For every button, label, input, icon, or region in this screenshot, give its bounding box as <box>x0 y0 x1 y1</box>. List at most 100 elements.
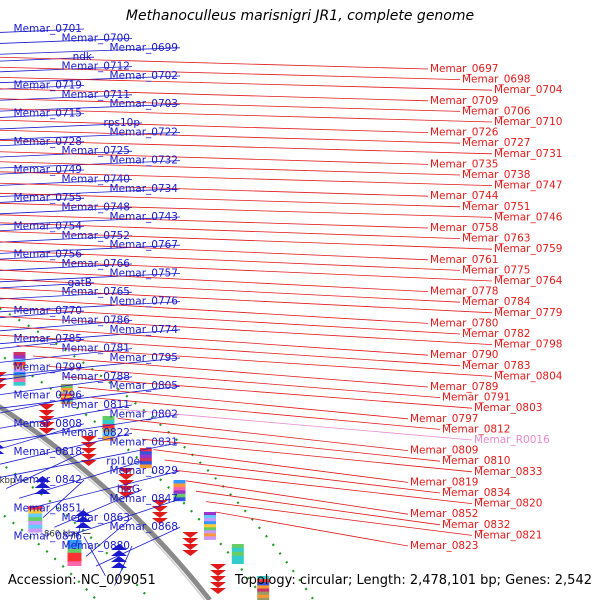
right-gene-label: Memar_0744 <box>430 190 499 202</box>
right-gene-label: Memar_0751 <box>462 201 530 213</box>
gene-block-segment <box>204 533 216 537</box>
left-leader-line <box>54 489 143 528</box>
left-leader-line <box>0 235 133 243</box>
left-gene-label: Memar_0712 <box>62 61 130 73</box>
gene-block-segment <box>60 393 73 397</box>
gene-block-segment <box>67 561 82 566</box>
right-gene-label: Memar_0810 <box>442 455 510 467</box>
gene-arrow <box>182 538 199 544</box>
right-gene-label: Memar_0821 <box>474 529 542 541</box>
left-gene-label: Memar_0740 <box>62 173 130 185</box>
right-gene-label: Memar_0775 <box>462 264 530 276</box>
left-gene-label: Memar_0788 <box>62 371 130 383</box>
right-leader-line <box>0 222 461 239</box>
left-leader-line <box>0 291 133 300</box>
gene-arrow <box>34 476 51 482</box>
left-gene-label: Memar_0851 <box>14 502 82 514</box>
topology-text: Topology: circular; Length: 2,478,101 bp… <box>234 573 592 588</box>
right-leader-line <box>0 76 493 91</box>
gene-block-segment <box>13 378 26 383</box>
left-gene-label: Memar_0863 <box>62 512 130 524</box>
left-gene-label: Memar_0719 <box>14 79 82 91</box>
left-leader-line <box>0 244 181 254</box>
left-leader-line <box>0 357 181 377</box>
right-gene-label: Memar_0833 <box>474 466 542 478</box>
gene-block-segment <box>257 579 270 583</box>
right-leader-line <box>0 250 461 271</box>
rna-gene-label: Memar_R0016 <box>474 434 550 446</box>
left-leader-line <box>0 320 133 332</box>
right-leader-line <box>130 428 441 462</box>
left-gene-label: Memar_0795 <box>110 352 178 364</box>
gene-arrow <box>151 506 168 512</box>
left-gene-label: Memar_0786 <box>62 314 131 326</box>
gene-arrow <box>38 416 55 422</box>
gene-block-segment <box>257 588 270 592</box>
gene-block-segment <box>13 362 26 366</box>
left-leader-line <box>0 47 181 55</box>
gene-block-segment <box>60 386 73 389</box>
left-gene-label: Memar_0699 <box>110 42 178 54</box>
gene-arrow <box>210 588 227 594</box>
right-gene-label: Memar_0789 <box>430 381 498 393</box>
gene-block-segment <box>204 518 216 522</box>
gene-arrow <box>0 444 5 448</box>
right-gene-label: Memar_0790 <box>430 349 498 361</box>
right-leader-line <box>185 480 409 515</box>
left-leader-line <box>114 545 133 586</box>
gene-block-segment <box>231 547 244 553</box>
right-gene-label: Memar_0797 <box>410 413 478 425</box>
left-leader-line <box>31 470 181 509</box>
left-leader-line <box>0 301 181 313</box>
left-leader-line <box>95 526 181 567</box>
left-leader-line <box>0 160 181 169</box>
gene-block-segment <box>139 454 152 459</box>
left-leader-line <box>0 132 181 140</box>
gene-block-segment <box>231 544 244 549</box>
gene-block <box>257 576 270 600</box>
right-gene-label: Memar_0697 <box>430 63 498 75</box>
gene-block-segment <box>173 493 186 498</box>
right-gene-label: Memar_0726 <box>430 127 499 139</box>
right-leader-line <box>0 287 493 314</box>
gene-arrow <box>151 512 168 518</box>
left-leader-line <box>0 188 181 197</box>
left-leader-line <box>0 38 133 44</box>
reverse-gene-arrows <box>182 532 199 556</box>
right-leader-line <box>0 316 493 345</box>
tick-label: 840 kbp <box>0 476 15 486</box>
right-leader-line <box>153 449 409 483</box>
left-gene-label: Memar_0829 <box>110 465 178 477</box>
gene-block <box>139 448 152 469</box>
right-leader-line <box>175 470 473 504</box>
tick-label: 860 kbp <box>44 530 79 540</box>
left-gene-label: Memar_0725 <box>62 145 130 157</box>
reverse-gene-arrows <box>38 404 55 434</box>
right-leader-line <box>215 511 409 547</box>
gene-block-segment <box>139 461 152 465</box>
left-leader-line <box>0 338 85 349</box>
left-leader-line <box>0 432 133 465</box>
right-leader-line <box>0 214 429 229</box>
gene-block-segment <box>28 517 43 522</box>
left-leader-line <box>0 423 85 450</box>
left-gene-label: Memar_0700 <box>62 32 130 44</box>
left-gene-label: Memar_0757 <box>110 267 178 279</box>
left-gene-label: Memar_0822 <box>62 427 130 439</box>
right-leader-line <box>117 418 409 451</box>
left-gene-label: Memar_0818 <box>14 446 82 458</box>
gene-arrow <box>182 550 199 556</box>
left-leader-line <box>0 442 181 478</box>
left-leader-line <box>0 348 133 363</box>
left-leader-line <box>0 395 85 414</box>
left-gene-label: Memar_0785 <box>14 333 82 345</box>
left-gene-label: Memar_0734 <box>110 183 179 195</box>
gene-arrow <box>118 480 135 486</box>
gene-arrow <box>118 468 135 474</box>
left-leader-line <box>0 385 181 409</box>
gene-labels: Memar_0701Memar_0700Memar_0699ndkMemar_0… <box>14 23 563 552</box>
right-leader-line <box>195 490 441 526</box>
gene-arrow <box>210 564 227 570</box>
